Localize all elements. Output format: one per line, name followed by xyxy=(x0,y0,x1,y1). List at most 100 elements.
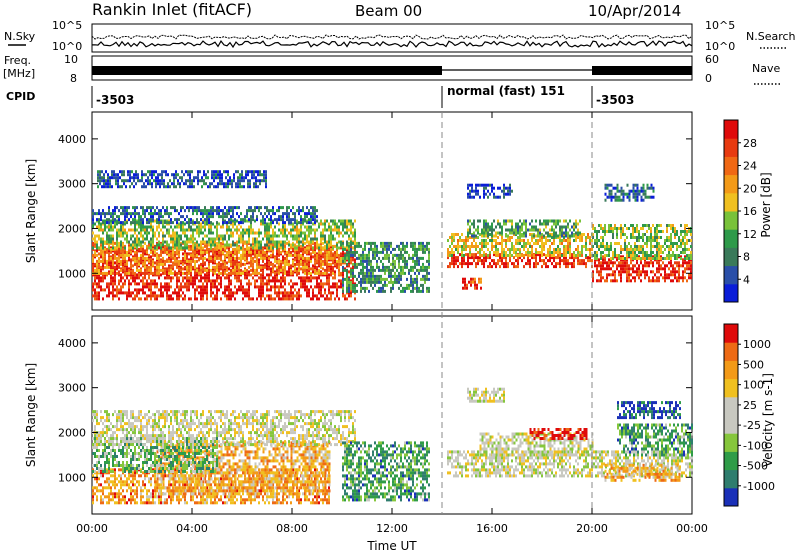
data-cell xyxy=(236,260,238,263)
data-cell xyxy=(461,233,463,236)
data-cell xyxy=(156,266,158,269)
data-cell xyxy=(292,272,294,275)
data-cell xyxy=(304,288,306,291)
data-cell xyxy=(300,260,302,263)
data-cell xyxy=(386,242,388,245)
data-cell xyxy=(144,249,146,252)
data-cell xyxy=(392,284,394,287)
data-cell xyxy=(248,273,250,276)
data-cell xyxy=(485,229,487,232)
data-cell xyxy=(541,265,543,268)
data-cell xyxy=(220,272,222,275)
data-cell xyxy=(513,232,515,235)
data-cell xyxy=(146,245,148,248)
data-cell xyxy=(483,239,485,242)
data-cell xyxy=(106,294,108,297)
data-cell xyxy=(531,229,533,232)
data-cell xyxy=(332,276,334,279)
data-cell xyxy=(284,252,286,255)
data-cell xyxy=(286,235,288,238)
data-cell xyxy=(220,263,222,266)
data-cell xyxy=(270,288,272,291)
data-cell xyxy=(420,245,422,248)
data-cell xyxy=(380,269,382,272)
data-cell xyxy=(218,223,220,226)
data-cell xyxy=(216,279,218,282)
data-cell xyxy=(226,226,228,229)
data-cell xyxy=(529,254,531,257)
data-cell xyxy=(98,212,100,215)
data-cell xyxy=(188,206,190,209)
data-cell xyxy=(328,279,330,282)
data-cell xyxy=(162,235,164,238)
data-cell xyxy=(186,235,188,238)
data-cell xyxy=(120,288,122,291)
data-cell xyxy=(202,260,204,263)
data-cell xyxy=(198,291,200,294)
data-cell xyxy=(316,279,318,282)
data-cell xyxy=(230,297,232,300)
data-cell xyxy=(166,221,168,224)
data-cell xyxy=(256,238,258,241)
data-cell xyxy=(561,226,563,229)
data-cell xyxy=(174,238,176,241)
data-cell xyxy=(236,279,238,282)
nave-label: Nave xyxy=(752,62,780,75)
data-cell xyxy=(312,247,314,250)
data-cell xyxy=(386,245,388,248)
data-cell xyxy=(144,257,146,260)
data-cell xyxy=(108,206,110,209)
data-cell xyxy=(206,285,208,288)
data-cell xyxy=(489,251,491,254)
data-cell xyxy=(591,248,593,251)
data-cell xyxy=(340,220,342,223)
data-cell xyxy=(218,272,220,275)
data-cell xyxy=(142,248,144,251)
data-cell xyxy=(467,220,469,223)
data-cell xyxy=(200,229,202,232)
data-cell xyxy=(549,245,551,248)
data-cell xyxy=(226,266,228,269)
data-cell xyxy=(200,209,202,212)
data-cell xyxy=(513,248,515,251)
data-cell xyxy=(527,239,529,242)
data-cell xyxy=(328,263,330,266)
data-cell xyxy=(519,242,521,245)
data-cell xyxy=(178,247,180,250)
data-cell xyxy=(280,297,282,300)
data-cell xyxy=(230,229,232,232)
data-cell xyxy=(326,260,328,263)
data-cell xyxy=(128,212,130,215)
data-cell xyxy=(469,220,471,223)
data-cell xyxy=(202,276,204,279)
data-cell xyxy=(539,223,541,226)
data-cell xyxy=(208,244,210,247)
data-cell xyxy=(535,235,537,238)
data-cell xyxy=(308,221,310,224)
data-cell xyxy=(250,248,252,251)
data-cell xyxy=(616,258,618,261)
data-cell xyxy=(236,244,238,247)
data-cell xyxy=(282,261,284,264)
data-cell xyxy=(632,267,634,270)
data-cell xyxy=(204,257,206,260)
data-cell xyxy=(485,259,487,262)
data-cell xyxy=(232,254,234,257)
data-cell xyxy=(519,239,521,242)
data-cell xyxy=(370,269,372,272)
data-cell xyxy=(302,251,304,254)
data-cell xyxy=(266,229,268,232)
data-cell xyxy=(328,254,330,257)
data-cell xyxy=(467,245,469,248)
data-cell xyxy=(366,263,368,266)
data-cell xyxy=(356,263,358,266)
data-cell xyxy=(150,266,152,269)
data-cell xyxy=(372,275,374,278)
data-cell xyxy=(304,238,306,241)
data-cell xyxy=(316,241,318,244)
data-cell xyxy=(300,229,302,232)
data-cell xyxy=(286,209,288,212)
data-cell xyxy=(228,244,230,247)
data-cell xyxy=(569,251,571,254)
data-cell xyxy=(178,238,180,241)
